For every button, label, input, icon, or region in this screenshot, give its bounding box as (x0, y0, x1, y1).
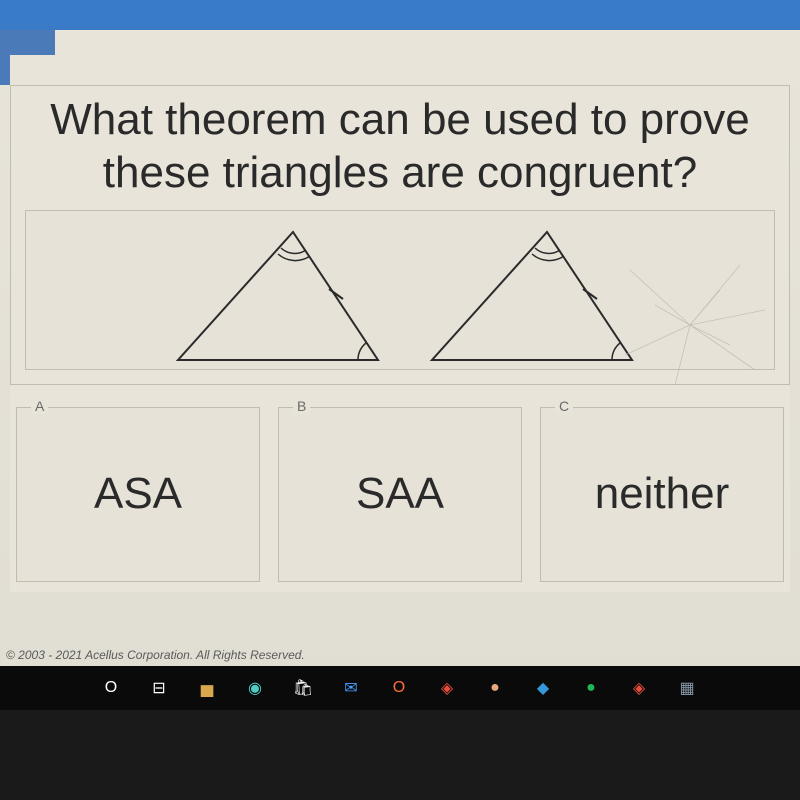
question-line2: these triangles are congruent? (103, 148, 697, 197)
spotify-icon[interactable]: ● (580, 677, 602, 699)
question-box: What theorem can be used to prove these … (10, 85, 790, 385)
app-icon-2[interactable]: ◈ (436, 677, 458, 699)
option-c-text: neither (595, 469, 730, 519)
search-icon[interactable]: O (100, 677, 122, 699)
browser-top-bar (0, 0, 800, 30)
option-a-label: A (31, 398, 48, 414)
option-b[interactable]: B SAA (278, 407, 522, 582)
screen-area: What theorem can be used to prove these … (0, 0, 800, 710)
option-a[interactable]: A ASA (16, 407, 260, 582)
copyright-text: © 2003 - 2021 Acellus Corporation. All R… (6, 648, 305, 662)
file-explorer-icon[interactable]: ▅ (196, 677, 218, 699)
option-c-label: C (555, 398, 573, 414)
option-c[interactable]: C neither (540, 407, 784, 582)
task-view-icon[interactable]: ⊟ (148, 677, 170, 699)
content-area: What theorem can be used to prove these … (10, 55, 790, 592)
edge-icon[interactable]: ◉ (244, 677, 266, 699)
options-row: A ASA B SAA C neither (10, 407, 790, 592)
option-b-label: B (293, 398, 310, 414)
question-line1: What theorem can be used to prove (50, 95, 750, 144)
option-a-text: ASA (94, 469, 182, 519)
option-b-text: SAA (356, 469, 444, 519)
taskbar: O ⊟ ▅ ◉ 🛍 ✉ O ◈ ● ◆ ● ◈ ▦ (0, 666, 800, 710)
mail-icon[interactable]: ✉ (340, 677, 362, 699)
question-text: What theorem can be used to prove these … (25, 94, 775, 200)
app-icon-3[interactable]: ● (484, 677, 506, 699)
app-icon-4[interactable]: ◆ (532, 677, 554, 699)
triangles-diagram (25, 210, 775, 370)
store-icon[interactable]: 🛍 (292, 677, 314, 699)
app-icon-6[interactable]: ▦ (676, 677, 698, 699)
app-icon-5[interactable]: ◈ (628, 677, 650, 699)
triangle-2 (402, 210, 652, 370)
triangle-1 (148, 210, 398, 370)
app-icon-1[interactable]: O (388, 677, 410, 699)
